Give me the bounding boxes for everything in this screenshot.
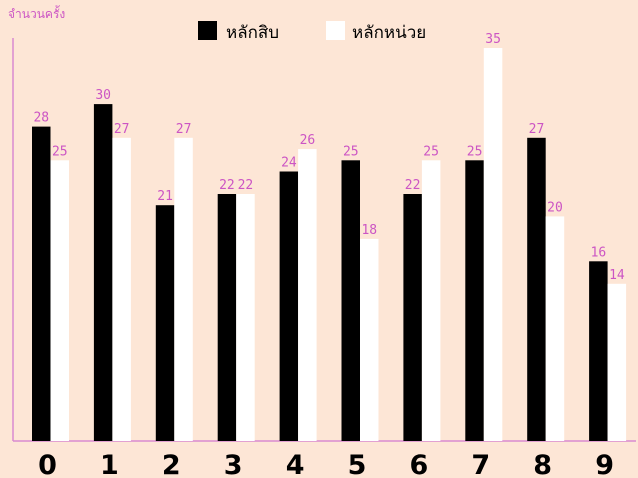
value-label-units-9: 14 xyxy=(609,268,625,283)
bar-tens-7 xyxy=(465,160,484,442)
bars xyxy=(32,48,627,442)
bar-tens-4 xyxy=(279,171,299,441)
value-label-units-3: 22 xyxy=(238,178,254,193)
bar-units-1 xyxy=(112,137,131,442)
value-label-tens-1: 30 xyxy=(95,88,111,103)
bar-tens-8 xyxy=(527,137,546,442)
value-label-tens-4: 24 xyxy=(281,156,297,171)
bar-units-9 xyxy=(607,283,627,441)
x-tick-label-2: 2 xyxy=(162,450,181,478)
bar-tens-0 xyxy=(32,126,51,441)
bar-tens-5 xyxy=(341,160,360,442)
category-labels: 0 1 2 3 4 5 6 7 8 9 xyxy=(38,450,614,478)
x-tick-label-0: 0 xyxy=(38,450,57,478)
bar-tens-2 xyxy=(155,205,175,441)
value-label-tens-9: 16 xyxy=(591,245,607,260)
x-tick-label-9: 9 xyxy=(595,450,614,478)
value-label-tens-2: 21 xyxy=(157,189,173,204)
value-label-tens-7: 25 xyxy=(467,144,483,159)
value-label-units-8: 20 xyxy=(547,200,563,215)
bar-tens-6 xyxy=(403,194,422,441)
value-label-units-2: 27 xyxy=(176,122,192,137)
value-label-tens-5: 25 xyxy=(343,144,359,159)
x-tick-label-7: 7 xyxy=(471,450,490,478)
bar-units-5 xyxy=(360,238,379,441)
bar-tens-1 xyxy=(93,104,113,441)
value-label-tens-0: 28 xyxy=(33,111,49,126)
legend-label-tens: หลักสิบ xyxy=(226,23,279,43)
value-label-units-6: 25 xyxy=(423,144,439,159)
bar-units-2 xyxy=(174,137,193,442)
value-label-units-7: 35 xyxy=(485,32,501,47)
value-label-units-4: 26 xyxy=(300,133,316,148)
legend-swatch-units xyxy=(326,21,345,40)
value-label-tens-8: 27 xyxy=(529,122,545,137)
value-label-tens-6: 22 xyxy=(405,178,421,193)
value-label-units-5: 18 xyxy=(361,223,377,238)
bar-units-0 xyxy=(50,160,69,442)
value-label-units-1: 27 xyxy=(114,122,130,137)
value-label-units-0: 25 xyxy=(52,144,68,159)
bar-units-7 xyxy=(483,48,503,441)
legend-label-units: หลักหน่วย xyxy=(352,23,426,43)
x-tick-label-1: 1 xyxy=(100,450,119,478)
bar-units-8 xyxy=(545,216,565,441)
x-tick-label-4: 4 xyxy=(286,450,305,478)
x-tick-label-3: 3 xyxy=(224,450,243,478)
x-tick-label-8: 8 xyxy=(533,450,552,478)
bar-tens-3 xyxy=(217,194,237,441)
value-label-tens-3: 22 xyxy=(219,178,235,193)
y-axis-label: จำนวนครั้ง xyxy=(8,5,65,21)
bar-tens-9 xyxy=(589,261,608,441)
x-tick-label-6: 6 xyxy=(410,450,429,478)
legend: หลักสิบ หลักหน่วย xyxy=(198,21,426,43)
legend-swatch-tens xyxy=(198,21,217,40)
bar-units-3 xyxy=(236,194,255,441)
bar-units-4 xyxy=(298,149,317,441)
x-tick-label-5: 5 xyxy=(348,450,367,478)
bar-units-6 xyxy=(421,160,441,442)
